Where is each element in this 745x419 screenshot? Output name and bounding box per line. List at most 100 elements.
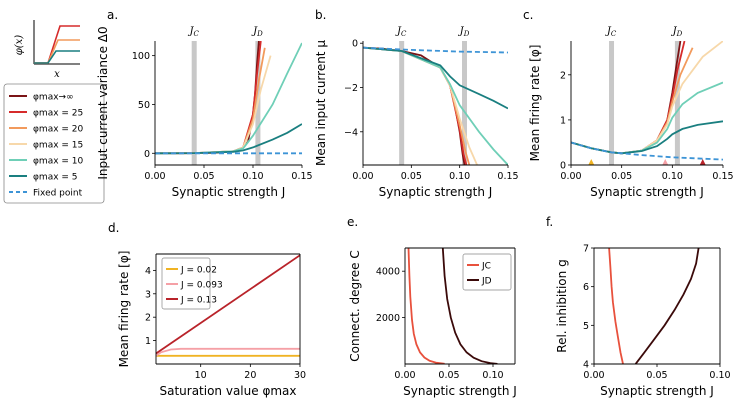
series-c5 <box>571 120 723 155</box>
series-c25 <box>363 46 468 165</box>
y-axis-label: Mean firing rate [φ] <box>117 251 131 368</box>
panel-letter: b. <box>315 8 326 22</box>
panel-letter: c. <box>523 8 533 22</box>
x-axis-label: Synaptic strength J <box>600 384 714 398</box>
band-JC <box>609 41 615 165</box>
panel-b: JC JD 0.00 0.05 0.10 0.15 0 −2 −4 Synaptic streng… <box>314 8 519 199</box>
band-JC <box>191 41 197 165</box>
y-tick-label: 4 <box>145 266 151 277</box>
x-tick-label: 0.00 <box>583 370 604 381</box>
y-tick-label: 2 <box>145 313 151 324</box>
legend-label-fixed: Fixed point <box>33 189 83 199</box>
panel-letter: f. <box>546 215 553 229</box>
x-tick-label: 0.05 <box>401 171 422 182</box>
series-jc <box>608 248 624 364</box>
series-group <box>608 248 700 364</box>
inner-legend-label: JD <box>481 277 492 287</box>
x-tick-label: 0.00 <box>144 171 165 182</box>
band-JD <box>674 41 680 165</box>
series-group <box>156 254 300 357</box>
series-c10 <box>363 46 508 165</box>
inner-legend-label: J = 0.02 <box>180 266 217 276</box>
y-axis-label: Mean input current μ <box>314 40 328 166</box>
y-tick-label: 0 <box>144 149 150 160</box>
y-tick-label: 2000 <box>376 313 400 324</box>
y-axis-label: Rel. inhibition g <box>555 259 569 352</box>
legend-label-c5: φmax = 5 <box>33 173 78 183</box>
y-tick-label: 2 <box>560 70 566 81</box>
series-jd <box>441 248 498 364</box>
inset-ylabel: φ(x) <box>14 35 25 56</box>
y-tick-label: 0 <box>560 161 566 172</box>
series-group <box>363 46 508 165</box>
series-inf <box>363 46 466 165</box>
panel-letter: e. <box>347 215 358 229</box>
y-tick-label: 5 <box>583 321 589 332</box>
legend-label-c20: φmax = 20 <box>33 125 84 135</box>
series-jd <box>634 248 700 364</box>
x-tick-label: 10 <box>195 370 207 381</box>
panel-d: 10 20 30 1 2 3 4 Saturation value φmax Mean firi… <box>108 221 306 398</box>
x-tick-label: 0.10 <box>449 171 470 182</box>
series-j013 <box>156 254 300 355</box>
series-j0093 <box>156 347 300 357</box>
panel-a: JC JD 0.00 0.05 0.10 0.15 0 50 100 Synaptic stren… <box>96 8 313 199</box>
band-label-JC: JC <box>188 26 200 38</box>
y-tick-label: −4 <box>344 127 358 138</box>
legend-frame <box>3 83 105 204</box>
y-tick-label: 1 <box>145 336 151 347</box>
x-tick-label: 0.10 <box>242 171 263 182</box>
x-tick-label: 0.10 <box>482 370 503 381</box>
marker-j013 <box>699 159 706 165</box>
x-axis-label: Synaptic strength J <box>172 185 286 199</box>
y-axis-label: Connect. degree C <box>348 250 362 362</box>
x-tick-label: 0.10 <box>662 171 683 182</box>
x-tick-label: 0.05 <box>646 370 667 381</box>
y-tick-label: 4 <box>583 360 589 371</box>
band-JD <box>462 41 467 165</box>
x-tick-label: 0.00 <box>394 370 415 381</box>
x-axis-label: Synaptic strength J <box>590 185 704 199</box>
inset-transfer-function: φ(x) x <box>14 20 80 80</box>
main-legend: φmax→∞ φmax = 25 φmax = 20 φmax = 15 φmax = … <box>3 83 105 204</box>
inset-curve-high <box>34 25 80 64</box>
series-inf <box>571 41 682 155</box>
series-c5 <box>155 123 302 155</box>
series-group <box>407 248 498 364</box>
panel-f: 0.00 0.05 0.10 4 5 6 7 Synaptic strength J Rel. … <box>546 215 731 398</box>
x-axis-label: Synaptic strength J <box>379 185 493 199</box>
y-tick-label: 1 <box>560 115 566 126</box>
band-label-JD: JD <box>671 26 683 38</box>
series-c5 <box>363 46 508 110</box>
series-c25 <box>571 41 686 155</box>
series-fixed <box>363 46 508 54</box>
y-axis-label: Mean firing rate [φ] <box>528 45 542 162</box>
legend-label-c10: φmax = 10 <box>33 157 84 167</box>
band-JC <box>399 41 405 165</box>
legend-label-inf: φmax→∞ <box>33 93 74 103</box>
y-tick-label: 50 <box>138 100 150 111</box>
inset-curve-low <box>34 50 80 64</box>
inner-legend-label: J = 0.093 <box>180 281 223 291</box>
band-label-JC: JC <box>605 26 617 38</box>
panel-letter: a. <box>107 8 118 22</box>
band-label-JD: JD <box>251 26 263 38</box>
inner-legend-label: J = 0.13 <box>180 296 217 306</box>
marker-j0093 <box>662 159 669 165</box>
panel-c: JC JD 0.00 0.05 0.10 0.15 0 1 2 Synaptic strength… <box>523 8 734 199</box>
band-label-JD: JD <box>458 26 470 38</box>
panel-letter: d. <box>108 221 119 235</box>
y-tick-label: −2 <box>344 83 358 94</box>
x-tick-label: 0.15 <box>712 171 733 182</box>
x-tick-label: 0.10 <box>709 370 730 381</box>
band-label-JC: JC <box>395 26 407 38</box>
y-tick-label: 3 <box>145 289 151 300</box>
legend-label-c15: φmax = 15 <box>33 141 83 151</box>
x-tick-label: 0.05 <box>438 370 459 381</box>
series-fixed <box>571 141 723 161</box>
x-tick-label: 30 <box>294 370 306 381</box>
y-tick-label: 0 <box>352 39 358 50</box>
y-tick-label: 100 <box>132 51 150 62</box>
x-axis-label: Synaptic strength J <box>403 384 517 398</box>
